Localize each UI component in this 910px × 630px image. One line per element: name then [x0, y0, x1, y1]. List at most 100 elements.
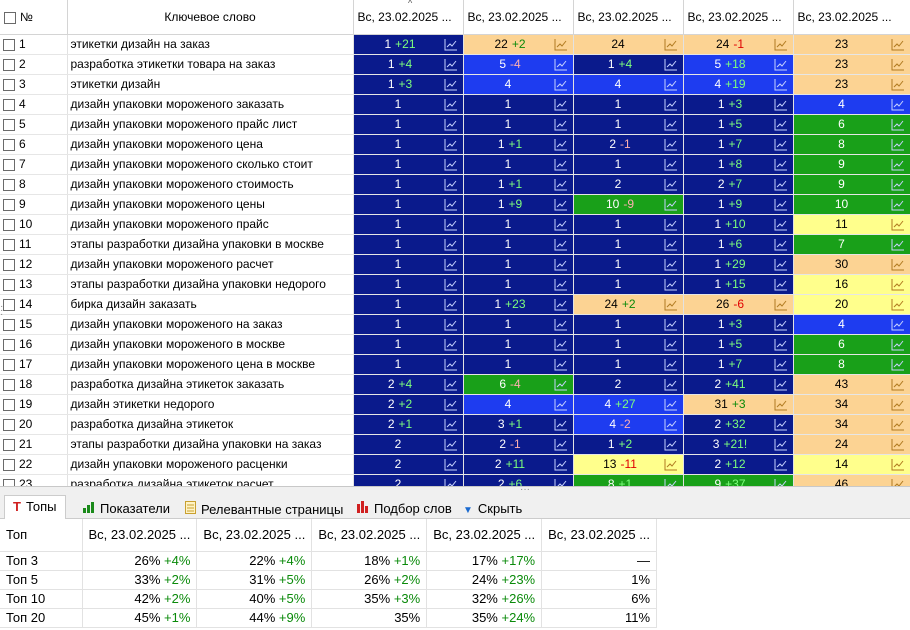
position-cell[interactable]: 1: [573, 94, 684, 115]
position-cell[interactable]: 2 +41: [683, 374, 794, 395]
chart-icon[interactable]: [891, 278, 905, 291]
row-num-cell[interactable]: 17: [0, 354, 68, 375]
chart-icon[interactable]: [891, 478, 905, 488]
row-num-cell[interactable]: 1: [0, 34, 68, 55]
chart-icon[interactable]: [774, 298, 788, 311]
row-checkbox[interactable]: [3, 58, 15, 71]
chart-icon[interactable]: [664, 278, 678, 291]
row-num-cell[interactable]: 14: [0, 294, 68, 315]
row-num-cell[interactable]: 7: [0, 154, 68, 175]
row-checkbox[interactable]: [3, 318, 15, 331]
row-checkbox[interactable]: [3, 118, 15, 131]
chart-icon[interactable]: [554, 438, 568, 451]
position-cell[interactable]: 1: [353, 214, 464, 235]
keyword-cell[interactable]: этикетки дизайн: [67, 74, 354, 95]
position-cell[interactable]: 1 +7: [683, 354, 794, 375]
keyword-cell[interactable]: этапы разработки дизайна упаковки в моск…: [67, 234, 354, 255]
header-date-4[interactable]: Вс, 23.02.2025 ...: [683, 0, 794, 35]
keyword-cell[interactable]: разработка дизайна этикеток расчет: [67, 474, 354, 486]
chart-icon[interactable]: [664, 238, 678, 251]
chart-icon[interactable]: [444, 418, 458, 431]
position-cell[interactable]: 1 +4: [353, 54, 464, 75]
position-cell[interactable]: 43: [793, 374, 910, 395]
keyword-cell[interactable]: дизайн упаковки мороженого прайс лист: [67, 114, 354, 135]
row-num-cell[interactable]: 8: [0, 174, 68, 195]
table-row[interactable]: 10 дизайн упаковки мороженого прайс 1 1 1 1 +1…: [0, 214, 910, 235]
table-row[interactable]: 4 дизайн упаковки мороженого заказать 1 1 1 1…: [0, 94, 910, 115]
position-cell[interactable]: 1: [353, 334, 464, 355]
position-cell[interactable]: 4: [463, 394, 574, 415]
position-cell[interactable]: 1 +9: [463, 194, 574, 215]
keyword-cell[interactable]: дизайн упаковки мороженого прайс: [67, 214, 354, 235]
row-checkbox[interactable]: [3, 398, 15, 411]
row-num-cell[interactable]: 15: [0, 314, 68, 335]
row-num-cell[interactable]: 16: [0, 334, 68, 355]
position-cell[interactable]: 1: [463, 94, 574, 115]
chart-icon[interactable]: [554, 398, 568, 411]
position-cell[interactable]: 4: [573, 74, 684, 95]
chart-icon[interactable]: [774, 278, 788, 291]
chart-icon[interactable]: [664, 178, 678, 191]
tab-relevant-pages[interactable]: Релевантные страницы: [176, 497, 352, 519]
tops-row[interactable]: Топ 20 45% +1% 44% +9% 35% 35% +24% 11%: [0, 608, 658, 628]
chart-icon[interactable]: [444, 198, 458, 211]
chart-icon[interactable]: [891, 218, 905, 231]
position-cell[interactable]: 5 -4: [463, 54, 574, 75]
chart-icon[interactable]: [554, 238, 568, 251]
chart-icon[interactable]: [554, 278, 568, 291]
chart-icon[interactable]: [554, 418, 568, 431]
chart-icon[interactable]: [554, 298, 568, 311]
chart-icon[interactable]: [774, 418, 788, 431]
row-checkbox[interactable]: [3, 138, 15, 151]
table-row[interactable]: 6 дизайн упаковки мороженого цена 1 1 +1 2 -1 1…: [0, 134, 910, 155]
row-num-cell[interactable]: 10: [0, 214, 68, 235]
chart-icon[interactable]: [891, 318, 905, 331]
position-cell[interactable]: 2 +1: [353, 414, 464, 435]
chart-icon[interactable]: [774, 358, 788, 371]
keyword-cell[interactable]: дизайн упаковки мороженого в москве: [67, 334, 354, 355]
keyword-cell[interactable]: дизайн упаковки мороженого расчет: [67, 254, 354, 275]
position-cell[interactable]: 2 +4: [353, 374, 464, 395]
chart-icon[interactable]: [891, 198, 905, 211]
position-cell[interactable]: 46: [793, 474, 910, 488]
position-cell[interactable]: 8: [793, 354, 910, 375]
row-checkbox[interactable]: [3, 238, 15, 251]
horizontal-splitter[interactable]: ···: [0, 485, 910, 495]
position-cell[interactable]: 1: [463, 234, 574, 255]
position-cell[interactable]: 4: [793, 94, 910, 115]
chart-icon[interactable]: [664, 478, 678, 488]
position-cell[interactable]: 16: [793, 274, 910, 295]
header-date-5[interactable]: Вс, 23.02.2025 ...: [793, 0, 910, 35]
table-row[interactable]: 20 разработка дизайна этикеток 2 +1 3 +1 4 -2 2 +…: [0, 414, 910, 435]
chart-icon[interactable]: [774, 258, 788, 271]
position-cell[interactable]: 2 +32: [683, 414, 794, 435]
chart-icon[interactable]: [554, 178, 568, 191]
tops-row[interactable]: Топ 5 33% +2% 31% +5% 26% +2% 24% +23% 1%: [0, 570, 658, 590]
keyword-cell[interactable]: дизайн упаковки мороженого стоимость: [67, 174, 354, 195]
chart-icon[interactable]: [774, 338, 788, 351]
chart-icon[interactable]: [774, 478, 788, 488]
row-num-cell[interactable]: 19: [0, 394, 68, 415]
chart-icon[interactable]: [664, 98, 678, 111]
chart-icon[interactable]: [554, 338, 568, 351]
chart-icon[interactable]: [554, 98, 568, 111]
chart-icon[interactable]: [891, 78, 905, 91]
tab-word-selection[interactable]: Подбор слов: [348, 497, 461, 519]
position-cell[interactable]: 9: [793, 154, 910, 175]
chart-icon[interactable]: [444, 318, 458, 331]
chart-icon[interactable]: [444, 378, 458, 391]
chart-icon[interactable]: [554, 118, 568, 131]
chart-icon[interactable]: [554, 38, 568, 51]
position-cell[interactable]: 26 -6: [683, 294, 794, 315]
tab-indicators[interactable]: Показатели: [74, 497, 179, 519]
row-checkbox[interactable]: [3, 258, 15, 271]
table-row[interactable]: 5 дизайн упаковки мороженого прайс лист 1 1…: [0, 114, 910, 135]
position-cell[interactable]: 24: [793, 434, 910, 455]
position-cell[interactable]: 2: [573, 374, 684, 395]
position-cell[interactable]: 1: [353, 254, 464, 275]
chart-icon[interactable]: [444, 178, 458, 191]
tops-header-cell[interactable]: Вс, 23.02.2025 ...: [541, 519, 658, 552]
chart-icon[interactable]: [664, 58, 678, 71]
table-row[interactable]: 1 этикетки дизайн на заказ 1 +21 22 +2 24 24 -1 2…: [0, 34, 910, 55]
header-keyword[interactable]: Ключевое слово: [67, 0, 354, 35]
